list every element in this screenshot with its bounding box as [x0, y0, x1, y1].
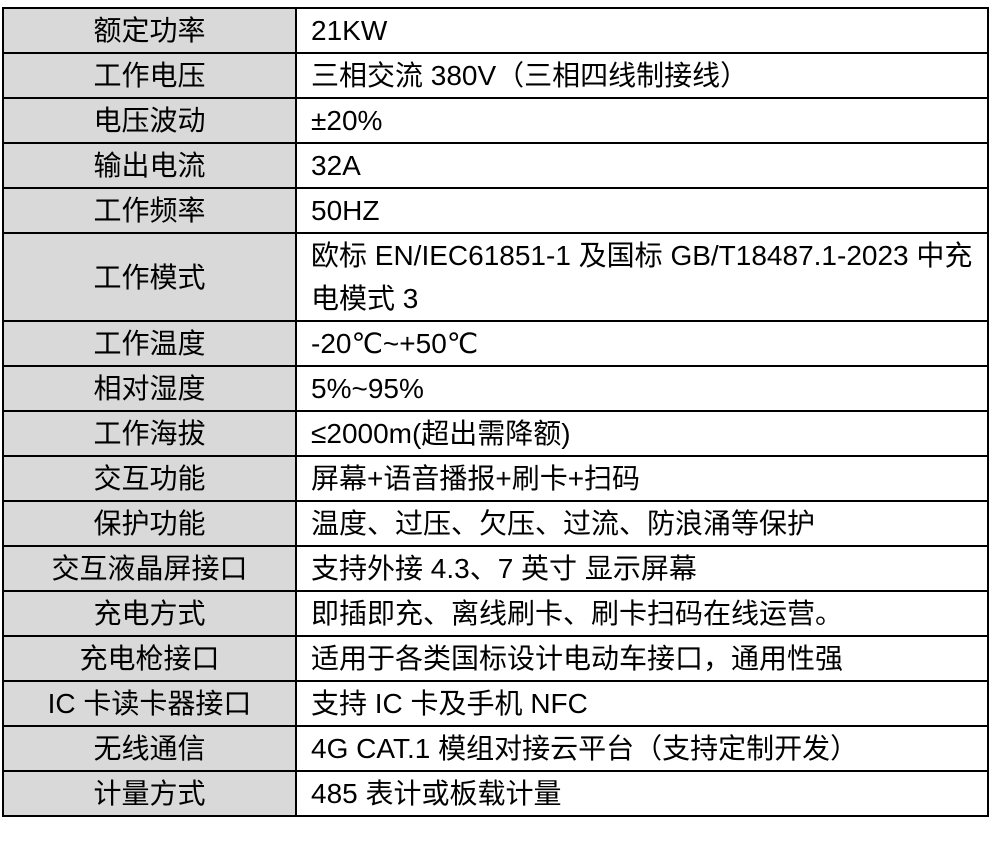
spec-value: 4G CAT.1 模组对接云平台（支持定制开发）: [295, 725, 989, 772]
spec-label: 工作频率: [2, 187, 297, 234]
spec-value: 欧标 EN/IEC61851-1 及国标 GB/T18487.1-2023 中充…: [295, 232, 989, 322]
spec-value: 温度、过压、欠压、过流、防浪涌等保护: [295, 500, 989, 547]
table-row: 充电枪接口 适用于各类国标设计电动车接口，通用性强: [2, 635, 989, 682]
spec-label: 相对湿度: [2, 365, 297, 412]
spec-value: 21KW: [295, 7, 989, 54]
table-row: 电压波动 ±20%: [2, 97, 989, 144]
spec-value: 485 表计或板载计量: [295, 770, 989, 817]
table-row: 无线通信 4G CAT.1 模组对接云平台（支持定制开发）: [2, 725, 989, 772]
spec-label: 工作海拔: [2, 410, 297, 457]
spec-label: 额定功率: [2, 7, 297, 54]
table-row: 工作频率 50HZ: [2, 187, 989, 234]
spec-label: 计量方式: [2, 770, 297, 817]
table-row: 保护功能 温度、过压、欠压、过流、防浪涌等保护: [2, 500, 989, 547]
spec-label: 电压波动: [2, 97, 297, 144]
spec-value: 支持 IC 卡及手机 NFC: [295, 680, 989, 727]
table-row: 相对湿度 5%~95%: [2, 365, 989, 412]
spec-label: 无线通信: [2, 725, 297, 772]
table-row: 工作电压 三相交流 380V（三相四线制接线）: [2, 52, 989, 99]
table-row: 交互功能 屏幕+语音播报+刷卡+扫码: [2, 455, 989, 502]
spec-label: 保护功能: [2, 500, 297, 547]
spec-value: 5%~95%: [295, 365, 989, 412]
spec-value: 即插即充、离线刷卡、刷卡扫码在线运营。: [295, 590, 989, 637]
spec-value: 适用于各类国标设计电动车接口，通用性强: [295, 635, 989, 682]
table-row: IC 卡读卡器接口 支持 IC 卡及手机 NFC: [2, 680, 989, 727]
table-row: 充电方式 即插即充、离线刷卡、刷卡扫码在线运营。: [2, 590, 989, 637]
spec-label: IC 卡读卡器接口: [2, 680, 297, 727]
spec-label: 充电枪接口: [2, 635, 297, 682]
spec-label: 充电方式: [2, 590, 297, 637]
spec-value: 支持外接 4.3、7 英寸 显示屏幕: [295, 545, 989, 592]
spec-label: 输出电流: [2, 142, 297, 189]
table-row: 额定功率 21KW: [2, 7, 989, 54]
table-row: 工作温度 -20℃~+50℃: [2, 320, 989, 367]
spec-label: 工作温度: [2, 320, 297, 367]
table-row: 交互液晶屏接口 支持外接 4.3、7 英寸 显示屏幕: [2, 545, 989, 592]
spec-value: ±20%: [295, 97, 989, 144]
spec-label: 交互液晶屏接口: [2, 545, 297, 592]
spec-label: 交互功能: [2, 455, 297, 502]
spec-table-body: 额定功率 21KW 工作电压 三相交流 380V（三相四线制接线） 电压波动 ±20% 输出…: [2, 7, 989, 817]
spec-value: 50HZ: [295, 187, 989, 234]
spec-value: 屏幕+语音播报+刷卡+扫码: [295, 455, 989, 502]
table-row: 输出电流 32A: [2, 142, 989, 189]
table-row: 工作模式 欧标 EN/IEC61851-1 及国标 GB/T18487.1-202…: [2, 232, 989, 322]
table-row: 工作海拔 ≤2000m(超出需降额): [2, 410, 989, 457]
spec-label: 工作模式: [2, 232, 297, 322]
spec-table: 额定功率 21KW 工作电压 三相交流 380V（三相四线制接线） 电压波动 ±20% 输出…: [2, 7, 989, 817]
spec-label: 工作电压: [2, 52, 297, 99]
spec-value: -20℃~+50℃: [295, 320, 989, 367]
spec-value: ≤2000m(超出需降额): [295, 410, 989, 457]
spec-value: 32A: [295, 142, 989, 189]
table-row: 计量方式 485 表计或板载计量: [2, 770, 989, 817]
spec-value: 三相交流 380V（三相四线制接线）: [295, 52, 989, 99]
